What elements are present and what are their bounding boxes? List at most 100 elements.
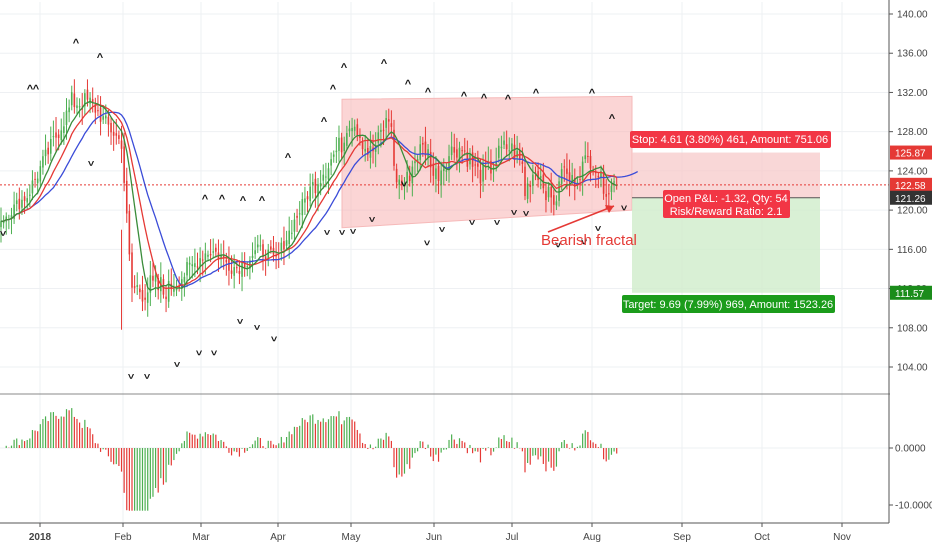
candle-body [364,148,366,152]
candle-body [144,297,146,300]
candle-body [120,140,123,149]
fractal-down-marker: ^ [87,155,94,167]
candle-body [44,149,47,157]
candle-body [10,215,13,220]
fractal-down-marker: ^ [580,234,587,246]
x-tick-label: 2018 [29,532,52,543]
candle-body [186,262,188,276]
candle-body [60,130,63,141]
candle-body [301,199,304,216]
candle-body [112,131,115,136]
candle-body [600,171,602,178]
candle-body [395,168,398,183]
fractal-up-marker: ^ [285,152,292,164]
candle-body [558,181,560,201]
candle-body [524,166,526,197]
fractal-up-marker: ^ [321,116,328,128]
candle-body [256,244,259,248]
candle-body [267,249,270,259]
candle-body [401,180,403,185]
annotation-arrow [547,205,615,233]
candle-body [532,174,534,186]
candle-body [236,267,238,269]
candle-body [165,296,167,300]
candle-body [613,181,615,183]
candle-body [482,164,484,182]
candle-body [94,103,97,113]
candle-body [63,126,65,133]
candle-body [55,132,57,138]
fractal-down-marker: ^ [210,344,217,356]
candle-body [139,288,141,293]
target-label-box [622,295,835,313]
candle-body [398,179,401,185]
osc-tick-label: 0.0000 [895,444,926,455]
x-tick-label: Aug [583,532,601,543]
candle-body [335,150,338,153]
candle-body [57,134,60,138]
candle-body [584,155,587,160]
candle-body [42,156,44,168]
candle-body [474,164,477,166]
target-label: Target: 9.69 (7.99%) 969, Amount: 1523.2… [623,299,833,311]
candle-body [0,221,2,228]
candle-body [36,178,39,184]
candle-body [188,262,191,265]
price-label-box [890,285,932,300]
candle-body [361,141,364,150]
candle-body [445,170,448,172]
y-tick-label: 140.00 [897,10,928,21]
candle-body [490,160,492,174]
candle-body [587,155,589,157]
candle-body [191,264,194,267]
fractal-up-marker: ^ [481,92,488,104]
fractal-up-marker: ^ [589,87,596,99]
candle-body [65,110,68,125]
candle-body [13,204,15,219]
candle-body [327,168,330,180]
candle-body [118,135,120,139]
y-tick-label: 132.00 [897,88,928,99]
candle-body [110,122,112,133]
candle-body [314,178,317,194]
candle-body [78,106,81,108]
fractal-down-marker: ^ [368,211,375,223]
candle-body [102,116,104,120]
candle-body [503,140,505,145]
candle-body [5,216,8,222]
candle-body [555,201,558,206]
y-tick-label: 104.00 [897,363,928,374]
candle-body [49,138,52,154]
fractal-up-marker: ^ [381,58,388,70]
x-tick-label: Jun [426,532,442,543]
candle-body [411,166,414,184]
fractal-down-marker: ^ [554,237,561,249]
candle-body [539,176,542,179]
candle-body [304,198,306,203]
candle-body [291,232,293,234]
osc-tick-label: -10.0000 [895,501,932,512]
candle-body [377,132,380,143]
stop-label: Stop: 4.61 (3.80%) 461, Amount: 751.06 [632,134,828,146]
pl-label-box [663,190,790,218]
candle-body [351,127,353,132]
price-label: 111.57 [895,289,925,300]
candle-body [435,168,437,180]
fractal-up-marker: ^ [461,90,468,102]
candle-body [293,219,296,232]
fractal-down-marker: ^ [493,214,500,226]
candle-body [406,171,408,183]
candle-body [325,176,327,178]
candle-body [511,143,513,150]
candle-body [131,252,133,288]
candle-body [367,147,369,155]
candle-body [52,136,55,138]
x-tick-label: Jul [506,532,519,543]
candle-body [573,178,576,187]
candle-body [68,107,70,113]
candle-body [225,259,228,263]
candle-body [99,107,102,122]
candle-body [136,285,139,287]
